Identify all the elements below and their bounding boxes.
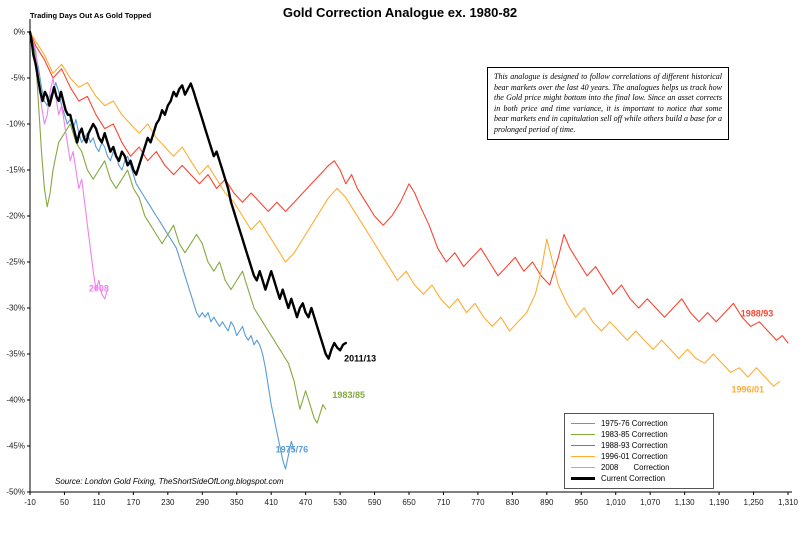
legend-item-1988-93: 1988-93 Correction [571,441,707,450]
legend-line-sample [571,455,595,457]
series-label: 1983/85 [332,390,365,400]
legend-line-sample [571,444,595,446]
x-tick-label: 230 [161,498,175,507]
legend-line-sample [571,466,595,468]
series-line-current [28,30,347,360]
annotation-box: This analogue is designed to follow corr… [487,67,729,141]
x-tick-label: 170 [127,498,141,507]
legend: 1975-76 Correction 1983-85 Correction 1988… [564,413,714,489]
x-tick-label: 890 [540,498,554,507]
series-line-1996-01 [29,31,780,387]
legend-item-1996-01: 1996-01 Correction [571,452,707,461]
series-label: 2011/13 [344,353,376,363]
x-tick-label: 1,250 [744,498,765,507]
x-tick-label: 410 [265,498,279,507]
page-title: Gold Correction Analogue ex. 1980-82 [282,5,518,20]
x-tick-label: 950 [575,498,589,507]
series-line-1983-85 [29,31,327,424]
series-line-2008 [29,31,109,300]
legend-item-current: Current Correction [571,474,707,483]
x-tick-label: 350 [230,498,244,507]
legend-label: Current Correction [601,473,666,483]
legend-label: 1975-76 Correction [601,418,668,428]
legend-label: 1983-85 Correction [601,429,668,439]
series-label: 1996/01 [732,385,765,395]
y-tick-label: -50% [6,488,25,497]
series-label: 1988/93 [741,308,774,318]
legend-item-2008: 2008 Correction [571,463,707,472]
series-line-1988-93 [29,31,789,344]
x-tick-label: 590 [368,498,382,507]
legend-line-sample [571,433,595,435]
y-tick-label: -25% [6,258,25,267]
legend-label: 1988-93 Correction [601,440,668,450]
x-tick-label: 290 [196,498,210,507]
legend-line-sample [571,476,595,480]
x-tick-label: 1,190 [709,498,730,507]
y-tick-label: -15% [6,166,25,175]
x-axis-title: Trading Days Out As Gold Topped [30,11,152,20]
x-tick-label: 710 [437,498,451,507]
y-tick-label: -35% [6,350,25,359]
x-tick-label: 1,130 [675,498,696,507]
legend-line-sample [571,422,595,424]
y-tick-label: 0% [13,28,25,37]
x-tick-label: 1,310 [778,498,799,507]
y-tick-label: -5% [11,74,25,83]
x-tick-label: 1,070 [640,498,661,507]
y-tick-label: -40% [6,396,25,405]
y-tick-label: -20% [6,212,25,221]
series-label: 1975/76 [276,444,309,454]
x-tick-label: 50 [60,498,69,507]
x-tick-label: 530 [333,498,347,507]
x-tick-label: 1,010 [606,498,627,507]
legend-label: 1996-01 Correction [601,451,668,461]
y-tick-label: -10% [6,120,25,129]
legend-label: 2008 Correction [601,462,670,472]
series-label: 2008 [89,283,109,293]
x-tick-label: 110 [93,498,106,507]
y-tick-label: -45% [6,442,25,451]
x-tick-label: 830 [506,498,520,507]
legend-item-1975-76: 1975-76 Correction [571,419,707,428]
legend-item-1983-85: 1983-85 Correction [571,430,707,439]
x-tick-label: 650 [402,498,416,507]
x-tick-label: 770 [471,498,485,507]
source-note: Source: London Gold Fixing, TheShortSide… [55,477,284,486]
y-tick-label: -30% [6,304,25,313]
x-tick-label: 470 [299,498,313,507]
series-line-1975-76 [29,31,295,470]
x-tick-label: -10 [24,498,36,507]
